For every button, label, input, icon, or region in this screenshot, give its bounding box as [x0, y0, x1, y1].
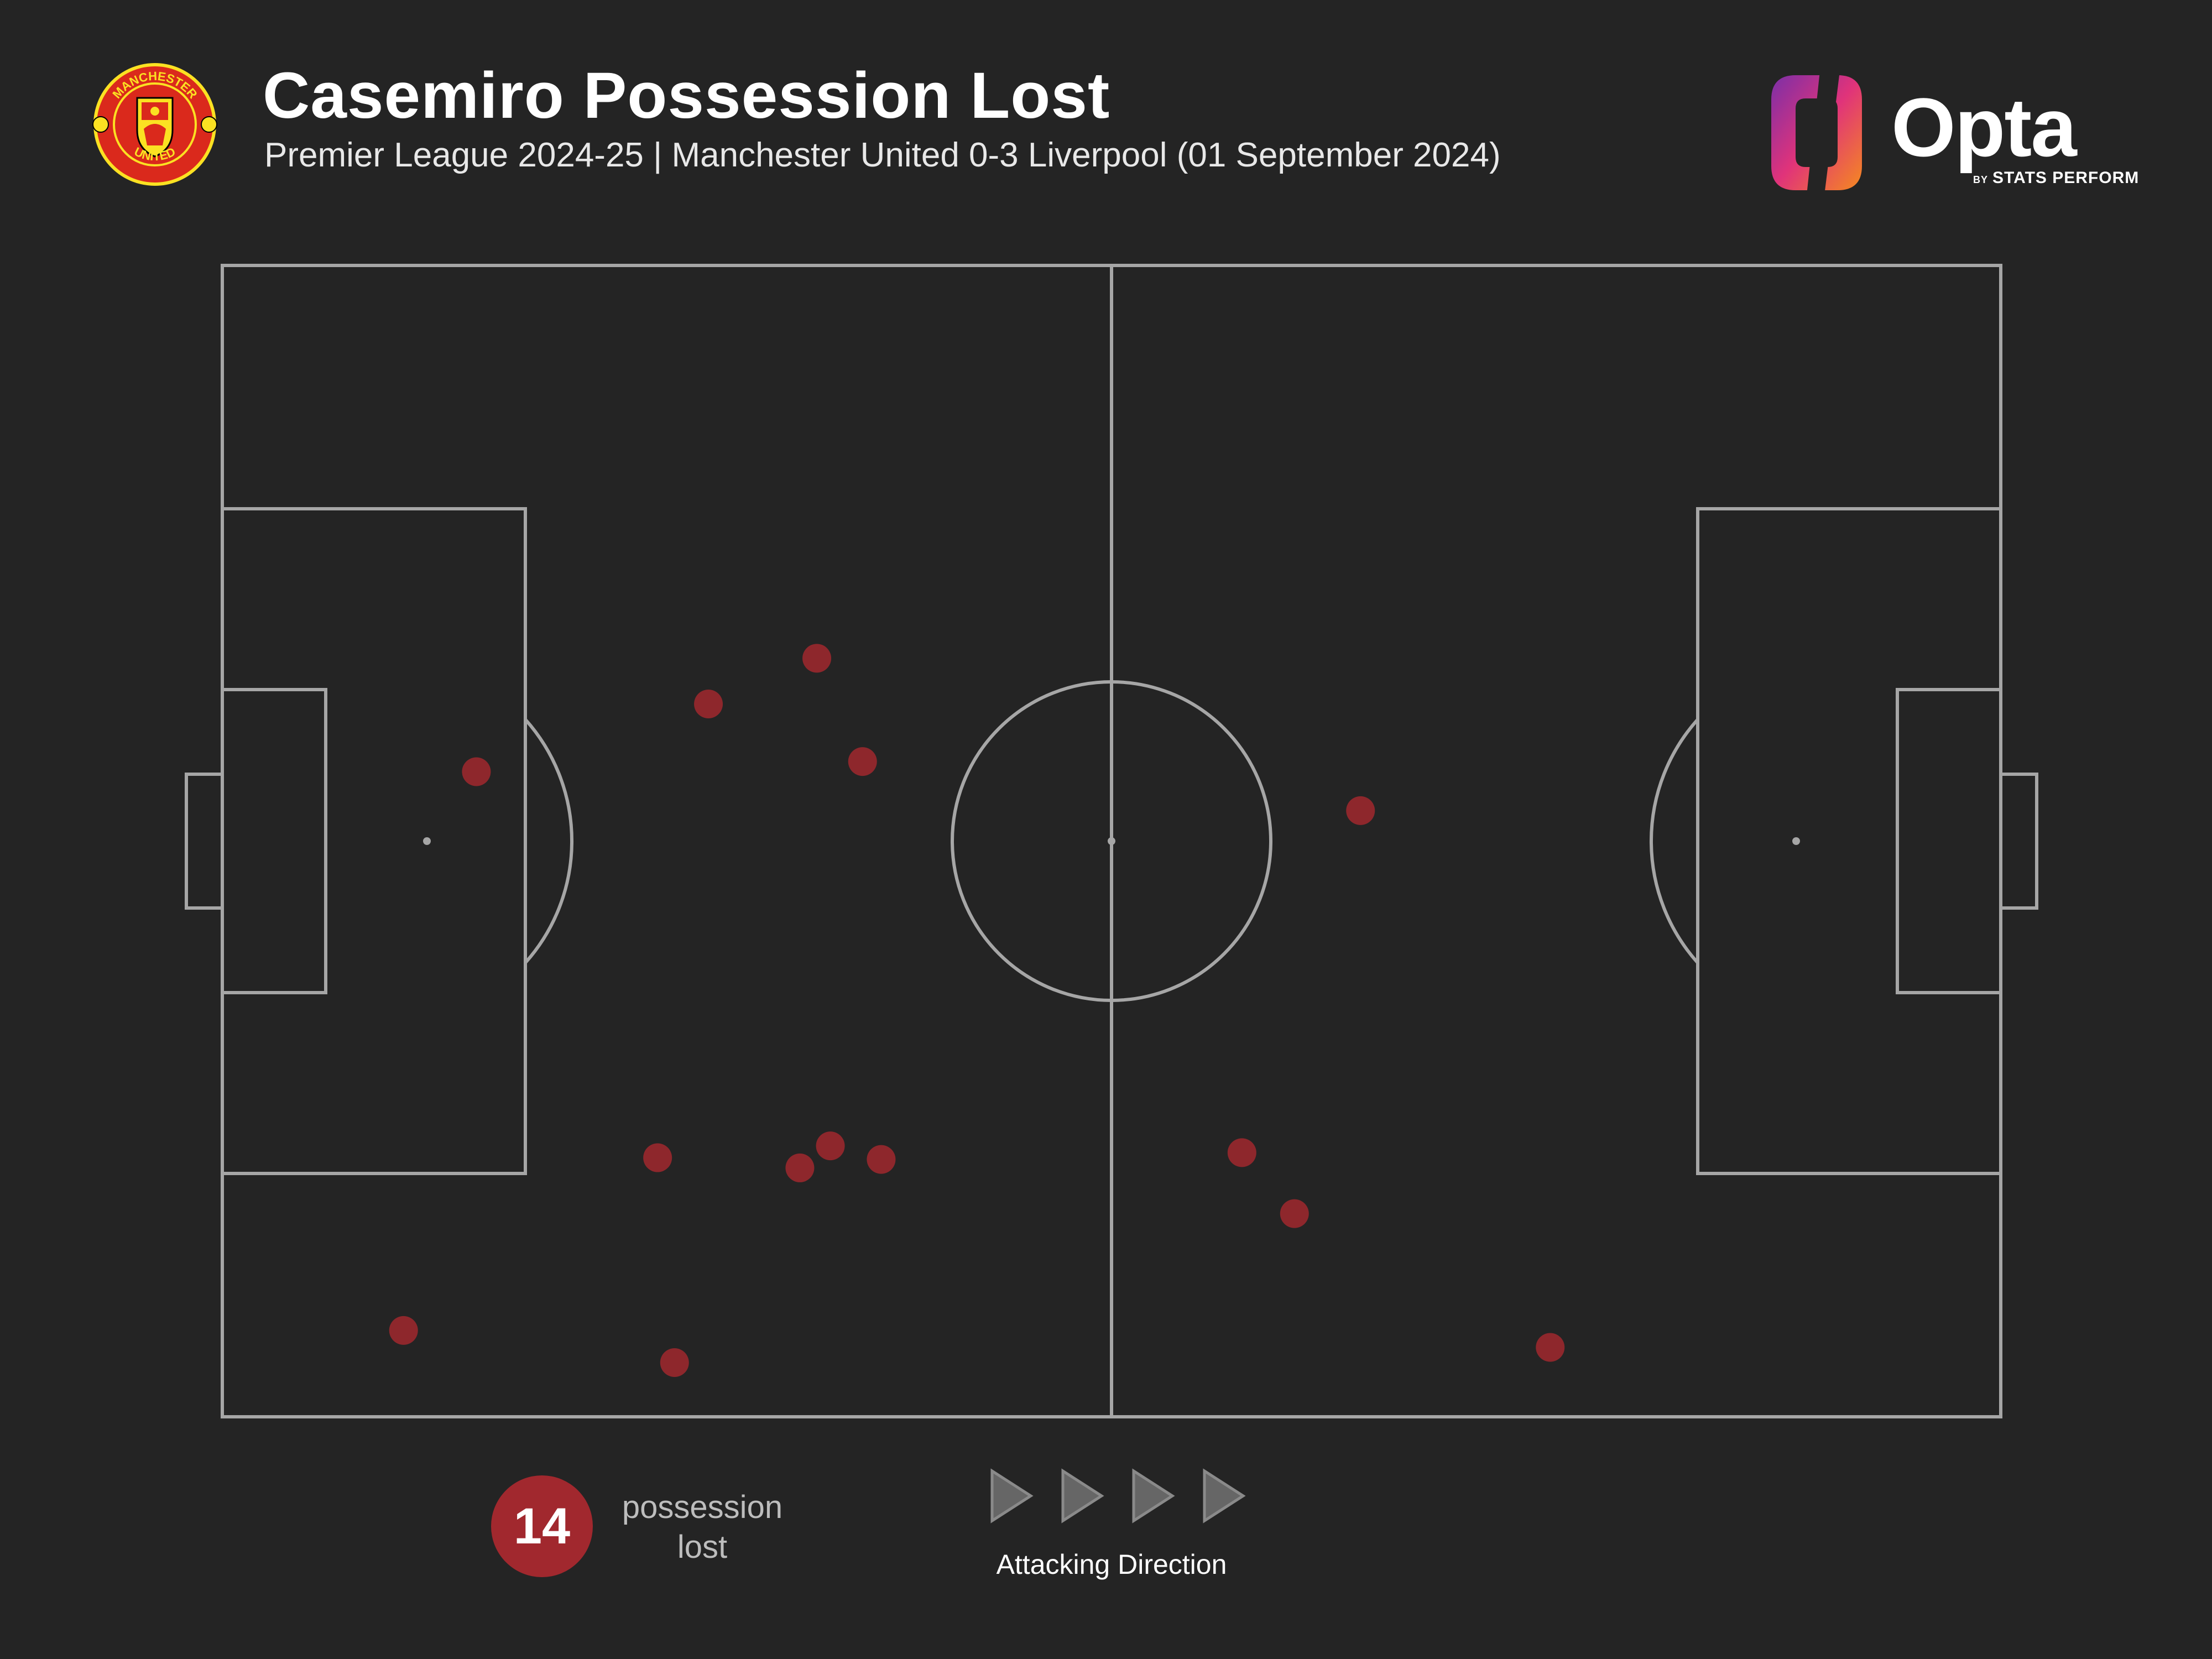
possession-lost-point	[660, 1348, 689, 1378]
attacking-direction-label: Attacking Direction	[996, 1549, 1227, 1580]
opta-wordmark: Opta	[1891, 81, 2077, 174]
opta-by: BY	[1973, 174, 1989, 185]
possession-lost-point	[1227, 1138, 1256, 1167]
possession-lost-point	[1536, 1333, 1565, 1362]
possession-lost-point	[848, 747, 877, 776]
left-six-yard-box	[221, 688, 327, 994]
possession-lost-point	[1280, 1199, 1309, 1228]
possession-lost-point	[1346, 796, 1375, 825]
centre-spot	[1108, 837, 1115, 845]
direction-arrow-icon	[1203, 1468, 1246, 1524]
right-goal	[1999, 773, 2038, 910]
opta-tagline: BY STATS PERFORM	[1973, 169, 2139, 187]
manchester-united-crest-icon: MANCHESTER UNITED	[92, 63, 217, 186]
left-penalty-spot	[423, 837, 431, 845]
possession-lost-point	[816, 1131, 845, 1161]
possession-lost-point	[389, 1316, 418, 1345]
right-penalty-box	[1696, 507, 2002, 1175]
chart-subtitle: Premier League 2024-25 | Manchester Unit…	[264, 136, 1501, 174]
right-penalty-spot	[1792, 837, 1800, 845]
direction-arrow-icon	[1061, 1468, 1104, 1524]
direction-arrow-icon	[1132, 1468, 1175, 1524]
direction-arrow-icon	[990, 1468, 1034, 1524]
opta-logo-icon	[1771, 71, 1862, 195]
possession-lost-point	[867, 1145, 896, 1174]
attacking-direction-arrows	[990, 1468, 1246, 1524]
possession-lost-count-badge: 14	[491, 1475, 593, 1577]
opta-stats-perform: STATS PERFORM	[1992, 169, 2140, 187]
left-goal	[185, 773, 224, 910]
legend-label-line2: lost	[677, 1529, 728, 1565]
right-penalty-arc	[1649, 718, 1699, 964]
legend-label-line1: possession	[622, 1489, 783, 1525]
possession-lost-point	[643, 1143, 672, 1172]
possession-lost-legend-label: possession lost	[592, 1488, 813, 1567]
possession-lost-point	[785, 1153, 815, 1182]
possession-lost-point	[802, 644, 832, 673]
left-penalty-arc	[524, 718, 574, 964]
left-penalty-box	[221, 507, 527, 1175]
possession-lost-points	[389, 644, 1565, 1378]
centre-circle	[951, 680, 1272, 1002]
possession-lost-point	[694, 689, 723, 718]
possession-lost-point	[462, 757, 491, 786]
chart-title: Casemiro Possession Lost	[263, 59, 1110, 132]
right-six-yard-box	[1896, 688, 2002, 994]
